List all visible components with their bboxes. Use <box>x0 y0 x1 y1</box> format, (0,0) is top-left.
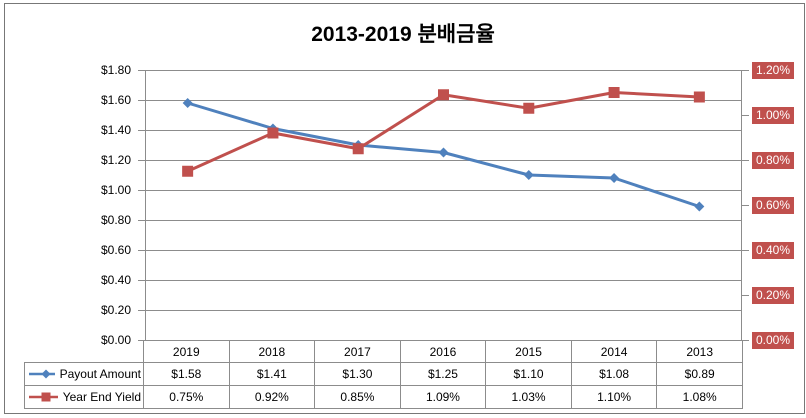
year-header-cell: 2018 <box>228 340 316 363</box>
yield-value-cell: 1.10% <box>570 385 658 409</box>
payout-value-cell: $1.10 <box>485 362 572 386</box>
right-axis-label: 0.80% <box>752 152 795 169</box>
right-axis-label: 0.20% <box>752 287 795 304</box>
payout-diamond-marker <box>609 173 620 183</box>
left-axis-label: $1.60 <box>100 93 131 107</box>
right-axis-label: 1.00% <box>752 107 795 124</box>
yield-square-marker <box>693 91 705 103</box>
yield-value-cell: 0.92% <box>228 385 316 409</box>
right-axis-label: 0.40% <box>752 242 795 259</box>
yield-square-marker <box>523 102 535 114</box>
year-header-cell: 2016 <box>399 340 487 363</box>
chart-title: 2013-2019 분배금율 <box>311 23 495 46</box>
payout-value-cell: $1.30 <box>314 362 401 386</box>
yield-series-line <box>187 91 700 173</box>
yield-square-marker <box>438 89 449 101</box>
payout-value-cell: $1.25 <box>399 362 487 386</box>
left-axis-label: $1.40 <box>100 123 131 137</box>
payout-diamond-marker <box>523 170 534 180</box>
yield-square-marker <box>352 143 364 155</box>
yield-square-marker <box>182 165 194 177</box>
payout-legend-cell: Payout Amount <box>24 362 144 386</box>
yield-value-cell: 0.75% <box>143 385 230 409</box>
payout-value-cell: $1.58 <box>143 362 230 386</box>
yield-value-cell: 0.85% <box>314 385 401 409</box>
yield-square-marker <box>608 87 620 98</box>
left-axis-label: $0.60 <box>100 243 131 257</box>
yield-value-cell: 1.09% <box>399 385 487 409</box>
year-header-cell: 2019 <box>143 340 230 363</box>
yield-value-cell: 1.08% <box>656 385 743 409</box>
year-header-cell: 2014 <box>570 340 658 363</box>
left-axis-label: $1.80 <box>100 63 131 77</box>
square-legend-key-icon <box>29 392 58 402</box>
left-axis-label: $0.20 <box>100 303 131 317</box>
right-axis-label: 0.60% <box>752 197 795 214</box>
data-table: 2019 2018 2017 2016 2015 2014 2013 Payout Amoun… <box>24 340 743 409</box>
left-axis-label: $0.00 <box>100 333 131 347</box>
legend-series-name: Year End Yield <box>62 390 141 404</box>
payout-value-cell: $1.08 <box>570 362 658 386</box>
yield-legend-cell: Year End Yield <box>24 385 144 409</box>
year-header-cell: 2015 <box>485 340 572 363</box>
legend-series-name: Payout Amount <box>59 367 141 381</box>
yield-value-cell: 1.03% <box>485 385 572 409</box>
right-axis-label: 1.20% <box>752 62 795 79</box>
payout-diamond-marker <box>182 98 193 108</box>
left-axis-label: $0.40 <box>100 273 131 287</box>
left-axis-label: $1.00 <box>100 183 131 197</box>
payout-value-cell: $1.41 <box>228 362 316 386</box>
year-header-cell: 2017 <box>314 340 401 363</box>
diamond-legend-key-icon <box>29 369 55 379</box>
yield-square-marker <box>267 127 279 139</box>
plot-area-border <box>145 70 742 341</box>
year-header-cell: 2013 <box>656 340 743 363</box>
left-axis-label: $0.80 <box>100 213 131 227</box>
table-corner-spacer <box>25 341 144 363</box>
payout-value-cell: $0.89 <box>656 362 743 386</box>
payout-diamond-marker <box>438 147 449 158</box>
right-axis-label: 0.00% <box>752 332 795 349</box>
left-axis-label: $1.20 <box>100 153 131 167</box>
payout-diamond-marker <box>694 201 705 212</box>
